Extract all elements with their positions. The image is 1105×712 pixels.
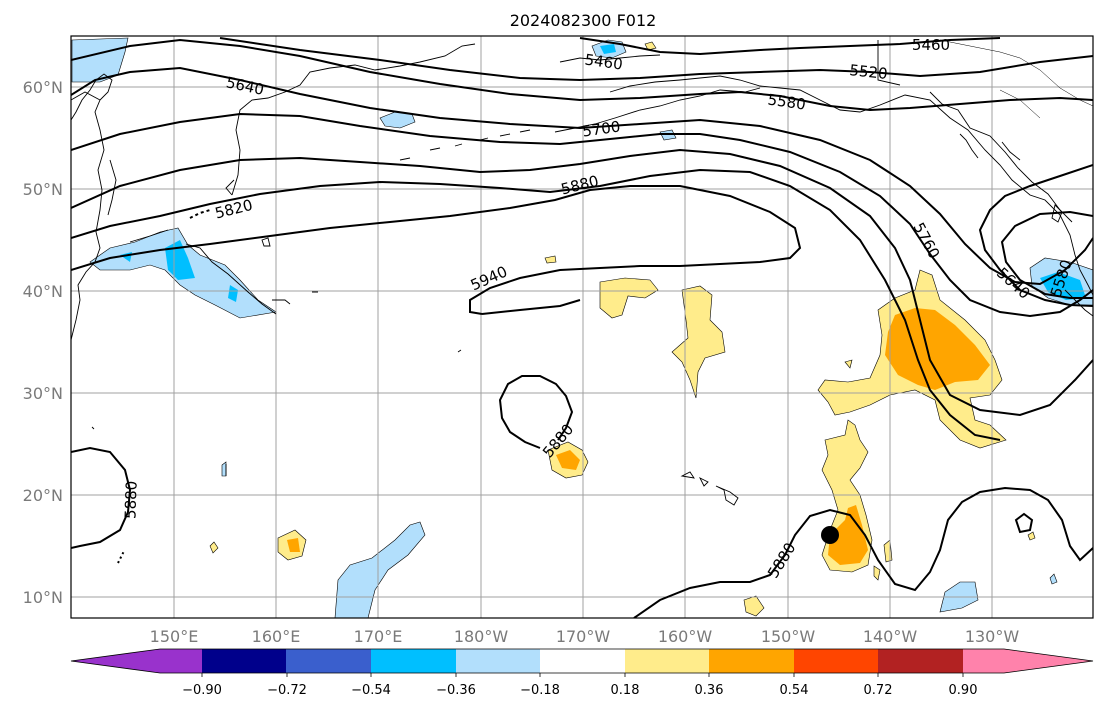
- lon-label: 180°W: [454, 627, 509, 646]
- contour-5820: [71, 168, 1001, 441]
- lon-label: 170°E: [354, 627, 403, 646]
- lat-label: 20°N: [23, 486, 63, 505]
- contour-5940: [481, 299, 581, 315]
- contour-label: 5880: [121, 480, 140, 519]
- colorbar-bin: [540, 649, 626, 673]
- colorbar-bin: [709, 649, 795, 673]
- contour-5880-loop: [498, 375, 574, 449]
- colorbar-tick-label: 0.18: [611, 683, 640, 698]
- contour-5640-low: [1000, 210, 1093, 299]
- neg-anomaly-region: [334, 521, 426, 618]
- neg-anomaly-core: [600, 44, 616, 54]
- colorbar-under: [71, 649, 160, 673]
- contour-5880-south: [633, 486, 1093, 618]
- colorbar-tick-label: 0.54: [780, 683, 809, 698]
- contour-label: 5520: [849, 61, 889, 83]
- lat-label: 40°N: [23, 282, 63, 301]
- coastlines: [71, 39, 1093, 506]
- colorbar-tick-label: −0.36: [436, 683, 476, 698]
- contour-5760: [71, 148, 1093, 417]
- contour-5700: [71, 112, 1093, 318]
- lon-label: 160°E: [252, 627, 301, 646]
- colorbar-bin: [625, 649, 710, 673]
- pos-anomaly-core: [556, 450, 580, 470]
- contour-5880-west: [71, 446, 132, 549]
- contour-label: 5460: [584, 50, 624, 73]
- colorbar: −0.90 −0.72 −0.54 −0.36 −0.18 0.18 0.36 …: [70, 648, 1094, 698]
- colorbar-bin: [286, 649, 372, 673]
- lat-label: 10°N: [23, 588, 63, 607]
- latitude-labels: 60°N 50°N 40°N 30°N 20°N 10°N: [23, 78, 63, 607]
- storm-position-marker: [821, 526, 839, 544]
- pos-anomaly-region: [599, 277, 659, 319]
- colorbar-tick-label: −0.54: [351, 683, 391, 698]
- contour-5580: [71, 38, 1093, 112]
- lat-label: 30°N: [23, 384, 63, 403]
- map-area: 5460 5460 5520 5640 5580 5700 5880 5820 …: [71, 36, 1093, 618]
- pos-anomaly-region: [209, 41, 1036, 617]
- contour-5460: [579, 37, 1001, 56]
- longitude-labels: 150°E 160°E 170°E 180°W 170°W 160°W 150°…: [150, 627, 1020, 646]
- map-frame: [70, 35, 1094, 619]
- colorbar-tick-label: 0.72: [864, 683, 893, 698]
- contour-5520: [219, 37, 1093, 82]
- anomaly-shading: [71, 37, 1093, 618]
- lon-label: 140°W: [863, 627, 918, 646]
- map-title: 2024082300 F012: [510, 11, 657, 30]
- lon-label: 170°W: [556, 627, 611, 646]
- colorbar-bin: [371, 649, 457, 673]
- colorbar-bin: [878, 649, 964, 673]
- lat-label: 60°N: [23, 78, 63, 97]
- colorbar-over: [1004, 649, 1093, 673]
- contour-5880: [71, 185, 802, 315]
- lon-label: 130°W: [965, 627, 1020, 646]
- neg-anomaly-core: [1040, 272, 1086, 300]
- colorbar-tick-label: 0.36: [695, 683, 724, 698]
- lon-label: 150°E: [150, 627, 199, 646]
- colorbar-bin: [160, 649, 203, 673]
- contour-label: 5580: [767, 90, 807, 113]
- colorbar-tick-label: 0.90: [949, 683, 978, 698]
- lat-label: 50°N: [23, 180, 63, 199]
- height-contours: [71, 37, 1093, 618]
- contour-5640: [71, 66, 1093, 286]
- neg-anomaly-core: [120, 240, 238, 302]
- colorbar-tick-label: −0.90: [182, 683, 222, 698]
- colorbar-bin: [963, 649, 1005, 673]
- colorbar-tick-label: −0.18: [520, 683, 560, 698]
- colorbar-bin: [202, 649, 287, 673]
- colorbar-bin: [794, 649, 879, 673]
- contour-5880-blob: [1014, 512, 1034, 534]
- pos-anomaly-core: [828, 505, 868, 565]
- contour-label: 5460: [912, 36, 950, 54]
- pos-anomaly-core: [885, 308, 990, 390]
- contour-label: 5700: [581, 117, 621, 140]
- lon-label: 160°W: [658, 627, 713, 646]
- colorbar-bin: [456, 649, 541, 673]
- pos-anomaly-core: [287, 538, 300, 552]
- lon-label: 150°W: [761, 627, 816, 646]
- contour-5580-low: [978, 164, 1093, 307]
- colorbar-tick-label: −0.72: [267, 683, 307, 698]
